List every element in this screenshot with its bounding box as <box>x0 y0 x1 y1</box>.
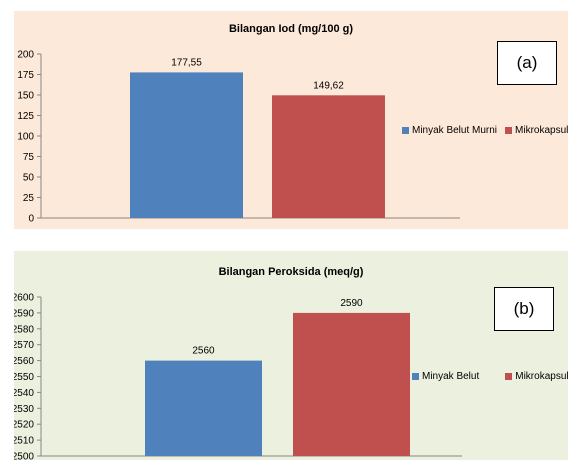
legend-label: Minyak Belut Murni <box>412 125 498 136</box>
chart-plot: 2500 2510 2520 2530 2540 2550 2560 2570 2580 2590… <box>14 293 462 461</box>
y-tick-label: 2600 <box>14 293 34 304</box>
bar <box>272 95 385 218</box>
y-tick-label: 2560 <box>14 356 34 367</box>
legend-label: Mikrokapsul <box>515 125 568 136</box>
chart-plot: 0 25 50 75 100 125 150 175 200 177,55 149,62 <box>17 50 460 225</box>
legend-swatch-series2 <box>505 127 513 134</box>
y-tick-label: 25 <box>23 193 35 204</box>
y-tick-label: 0 <box>28 214 34 225</box>
chart-legend: Minyak Belut Mikrokapsul <box>412 371 568 382</box>
data-label: 2560 <box>192 346 215 357</box>
bar <box>145 360 262 456</box>
chart-panel-b: Bilangan Peroksida (meq/g) 2500 2510 2520 2… <box>14 251 568 460</box>
y-tick-label: 75 <box>23 152 35 163</box>
legend-swatch-series1 <box>402 127 409 134</box>
legend-swatch-series2 <box>505 373 513 380</box>
y-tick-label: 150 <box>17 91 34 102</box>
y-tick-label: 2510 <box>14 436 34 447</box>
y-tick-label: 2570 <box>14 340 34 351</box>
panel-tag: (b) <box>494 287 554 331</box>
y-tick-label: 2520 <box>14 420 34 431</box>
panel-tag: (a) <box>497 41 557 85</box>
y-tick-label: 2590 <box>14 308 34 319</box>
y-tick-label: 50 <box>23 173 35 184</box>
y-tick-label: 175 <box>17 70 34 81</box>
chart-panel-a: Bilangan Iod (mg/100 g) 0 25 50 75 100 125 150… <box>14 11 568 229</box>
chart-legend: Minyak Belut Murni Mikrokapsul <box>402 125 568 136</box>
y-tick-label: 2530 <box>14 404 34 415</box>
data-label: 149,62 <box>313 80 344 91</box>
data-label: 2590 <box>340 298 363 309</box>
chart-title: Bilangan Peroksida (meq/g) <box>218 266 364 278</box>
bar <box>130 72 243 218</box>
y-tick-label: 125 <box>17 111 34 122</box>
chart-title: Bilangan Iod (mg/100 g) <box>228 23 354 35</box>
y-tick-label: 2500 <box>14 452 34 461</box>
y-tick-label: 2540 <box>14 388 34 399</box>
legend-label: Mikrokapsul <box>515 371 568 382</box>
bar <box>293 312 410 456</box>
legend-swatch-series1 <box>412 373 419 380</box>
data-label: 177,55 <box>171 57 202 68</box>
y-tick-label: 2580 <box>14 324 34 335</box>
y-tick-label: 100 <box>17 132 34 143</box>
legend-label: Minyak Belut <box>422 371 480 382</box>
y-tick-label: 2550 <box>14 372 34 383</box>
y-tick-label: 200 <box>17 50 34 61</box>
